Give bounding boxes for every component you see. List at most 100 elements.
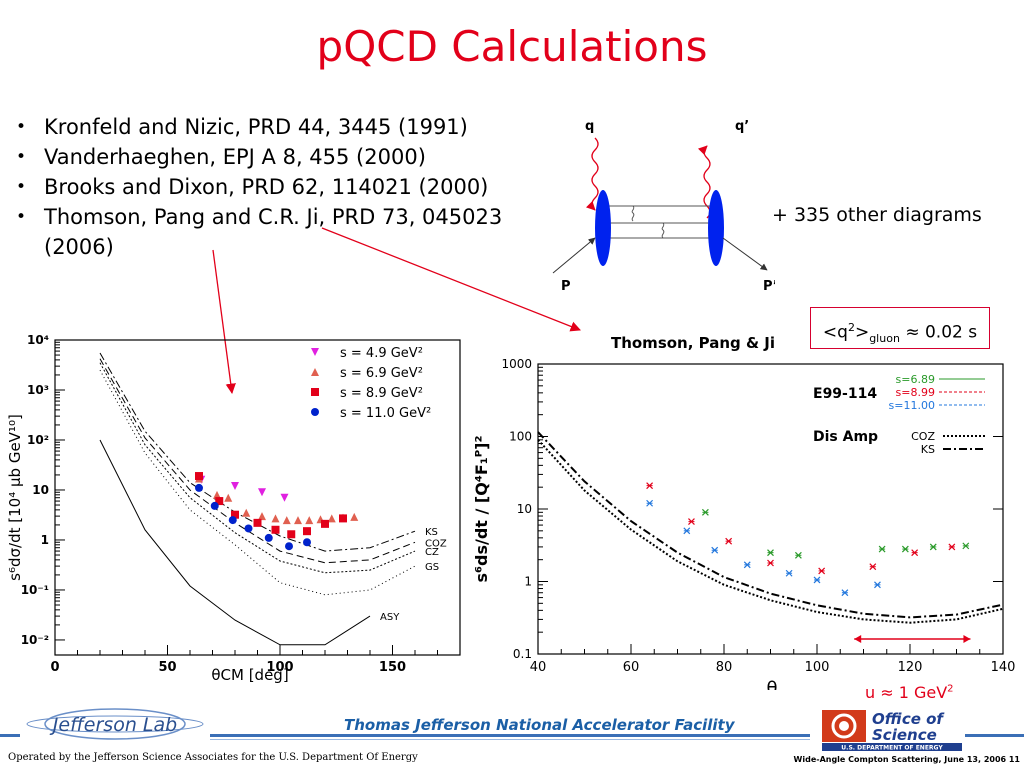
y-tick-label: 1 <box>41 533 49 547</box>
legend-marker <box>311 408 319 416</box>
proton-blob-out <box>708 190 724 266</box>
y-tick-label: 10³ <box>27 383 49 397</box>
reference-item: Vanderhaeghen, EPJ A 8, 455 (2000) <box>14 142 574 172</box>
data-point <box>901 545 909 553</box>
legend-entry: s = 6.9 GeV² <box>340 366 423 381</box>
svg-text:Science: Science <box>872 726 937 744</box>
curve-ks <box>99 352 416 552</box>
legend-entry: s = 11.0 GeV² <box>340 406 431 421</box>
x-tick-label: 60 <box>623 660 640 675</box>
data-point <box>818 567 826 575</box>
data-point <box>874 581 881 589</box>
data-point <box>350 512 359 521</box>
curve-ks <box>537 431 1004 619</box>
y-tick-label: 10⁻² <box>21 633 49 647</box>
data-point <box>271 514 280 523</box>
data-point <box>767 559 774 567</box>
data-point <box>785 569 793 577</box>
data-point <box>242 508 251 517</box>
x-tick-label: 140 <box>991 660 1016 675</box>
p-prime-label: P’ <box>763 279 775 294</box>
curve-label: ASY <box>380 612 400 623</box>
proton-blob-in <box>595 190 611 266</box>
data-point <box>711 546 719 554</box>
data-point <box>725 537 733 545</box>
footer-band <box>0 734 1024 740</box>
curve-cz <box>99 362 416 574</box>
data-point <box>743 561 751 569</box>
q2-gluon-annotation: <q2>gluon ≈ 0.02 s <box>810 307 990 349</box>
data-point <box>303 538 311 547</box>
svg-text:Jefferson Lab: Jefferson Lab <box>49 714 177 736</box>
legend-entry: s=8.99 <box>896 386 935 399</box>
reference-item: Thomson, Pang and C.R. Ji, PRD 73, 04502… <box>14 202 574 262</box>
x-tick-label: 100 <box>266 660 293 675</box>
data-point <box>224 493 233 502</box>
legend-marker <box>311 368 319 376</box>
data-point <box>244 524 253 533</box>
data-point <box>878 545 886 553</box>
data-point <box>210 501 219 510</box>
data-point <box>646 482 654 490</box>
u-label: u ≈ 1 GeV2 <box>865 683 954 702</box>
data-point <box>282 516 291 525</box>
data-point <box>231 510 239 519</box>
outgoing-photon <box>697 145 711 219</box>
data-point <box>962 542 970 550</box>
curve-gs <box>99 369 416 596</box>
curve-label: KS <box>425 527 438 538</box>
left-chart: 10⁻² 10⁻¹ 1 10 10² 10³ 10⁴ 0 50 100 150 θCM [deg] s⁶… <box>6 333 461 684</box>
x-tick-label: 40 <box>530 660 547 675</box>
y-tick-label: 10 <box>32 483 49 497</box>
data-point <box>683 527 691 535</box>
x-tick-label: 80 <box>716 660 733 675</box>
svg-text:U.S. DEPARTMENT OF ENERGY: U.S. DEPARTMENT OF ENERGY <box>841 745 943 752</box>
legend-entry: s = 8.9 GeV² <box>340 386 423 401</box>
lab-name: Thomas Jefferson National Accelerator Fa… <box>344 716 735 734</box>
data-point <box>271 525 280 534</box>
legend-entry: s=6.89 <box>896 373 935 386</box>
legend-marker <box>311 348 319 356</box>
data-point <box>327 514 336 523</box>
legend-marker <box>311 388 319 396</box>
reference-item: Kronfeld and Nizic, PRD 44, 3445 (1991) <box>14 112 574 142</box>
reference-item: Brooks and Dixon, PRD 62, 114021 (2000) <box>14 172 574 202</box>
data-point <box>280 493 289 502</box>
y-tick-label: 10⁴ <box>27 333 49 347</box>
data-point <box>258 512 266 521</box>
p-label: P <box>561 279 571 294</box>
x-tick-label: 50 <box>158 660 176 675</box>
gluon-1 <box>631 205 635 222</box>
data-point <box>285 542 293 551</box>
data-point <box>794 551 802 559</box>
data-point <box>841 589 849 597</box>
data-point <box>287 530 296 539</box>
u-range-arrow-left <box>854 635 862 643</box>
data-point <box>231 482 239 491</box>
data-point <box>305 516 314 525</box>
feynman-diagram: q q’ P P’ <box>552 119 775 294</box>
q-label: q <box>585 119 594 134</box>
data-point <box>195 483 203 492</box>
operated-by-note: Operated by the Jefferson Science Associ… <box>8 752 418 763</box>
y-tick-label: 1 <box>524 575 532 589</box>
legend-entry: s = 4.9 GeV² <box>340 346 423 361</box>
right-chart: Thomson, Pang & Ji 0.1 1 10 100 1000 40 60 80 100… <box>472 334 1016 690</box>
data-point <box>303 527 311 536</box>
data-point <box>215 497 224 506</box>
data-point <box>339 514 347 523</box>
incoming-photon <box>585 137 599 211</box>
legend-entry: KS <box>921 443 935 456</box>
data-point <box>228 516 237 525</box>
q-prime-label: q’ <box>735 119 749 134</box>
y-axis-label: s⁶ds/dt / [Q⁴F₁ᴾ]² <box>472 436 491 583</box>
y-tick-label: 0.1 <box>513 647 532 661</box>
data-point <box>264 533 273 542</box>
other-diagrams-note: + 335 other diagrams <box>772 204 982 226</box>
legend-entry: s=11.00 <box>889 399 935 412</box>
reference-list: Kronfeld and Nizic, PRD 44, 3445 (1991) … <box>14 112 574 262</box>
curve-coz <box>537 439 1004 624</box>
x-axis-label: θ <box>766 678 777 690</box>
data-point <box>321 519 329 528</box>
